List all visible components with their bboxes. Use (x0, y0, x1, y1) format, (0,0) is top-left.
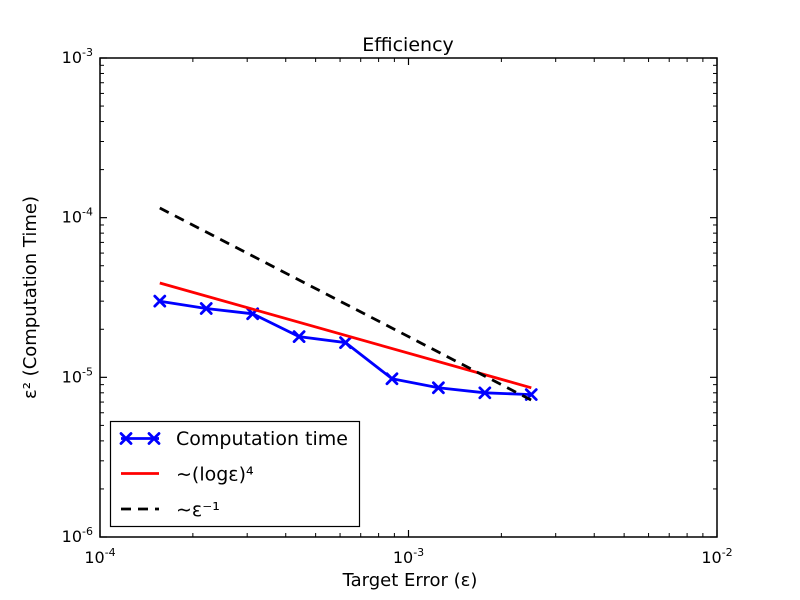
tick-base: 10 (84, 548, 104, 567)
series-line-series (159, 206, 532, 402)
tick-exponent: -6 (82, 525, 93, 538)
x-marker (478, 386, 492, 400)
x-tick-label: 10-2 (701, 546, 732, 567)
x-axis-label: Target Error (ε) (342, 570, 478, 591)
chart-title: Efficiency (362, 34, 454, 56)
tick-base: 10 (62, 48, 82, 67)
tick-exponent: -3 (413, 546, 424, 559)
tick-exponent: -3 (82, 46, 93, 59)
y-tick-label: 10-6 (62, 525, 93, 546)
tick-base: 10 (701, 548, 721, 567)
x-tick-label: 10-4 (84, 546, 115, 567)
y-tick-label: 10-3 (62, 46, 93, 67)
y-tick-label: 10-4 (62, 206, 93, 227)
axis-ticks (99, 57, 718, 538)
legend-line-samples (119, 432, 161, 511)
tick-exponent: -4 (105, 546, 116, 559)
legend: Computation time ∼(logε)⁴ ∼ε⁻¹ (109, 420, 361, 528)
tick-exponent: -5 (82, 365, 93, 378)
tick-base: 10 (62, 367, 82, 386)
y-axis-label: ε² (Computation Time) (20, 196, 41, 399)
axis-tick-labels: 10-4 10-3 10-210-310-410-510-6 (62, 46, 733, 567)
tick-exponent: -2 (722, 546, 733, 559)
legend-label-computation-time: Computation time (176, 428, 348, 450)
x-marker (199, 302, 213, 315)
tick-base: 10 (393, 548, 413, 567)
legend-label-epsilon-inv: ∼ε⁻¹ (176, 499, 220, 521)
x-tick-label: 10-3 (393, 546, 424, 567)
series-line-log (159, 281, 532, 390)
y-tick-label: 10-5 (62, 365, 93, 386)
x-marker (385, 372, 399, 386)
x-marker (119, 432, 133, 445)
x-marker (339, 336, 352, 350)
tick-base: 10 (62, 208, 82, 227)
x-marker (292, 330, 306, 343)
tick-base: 10 (62, 527, 82, 546)
tick-exponent: -4 (82, 206, 93, 219)
x-marker (431, 381, 445, 395)
legend-label-log-epsilon-4: ∼(logε)⁴ (176, 464, 254, 486)
plot-series (153, 206, 538, 402)
x-marker (153, 294, 167, 308)
x-marker (147, 432, 161, 445)
